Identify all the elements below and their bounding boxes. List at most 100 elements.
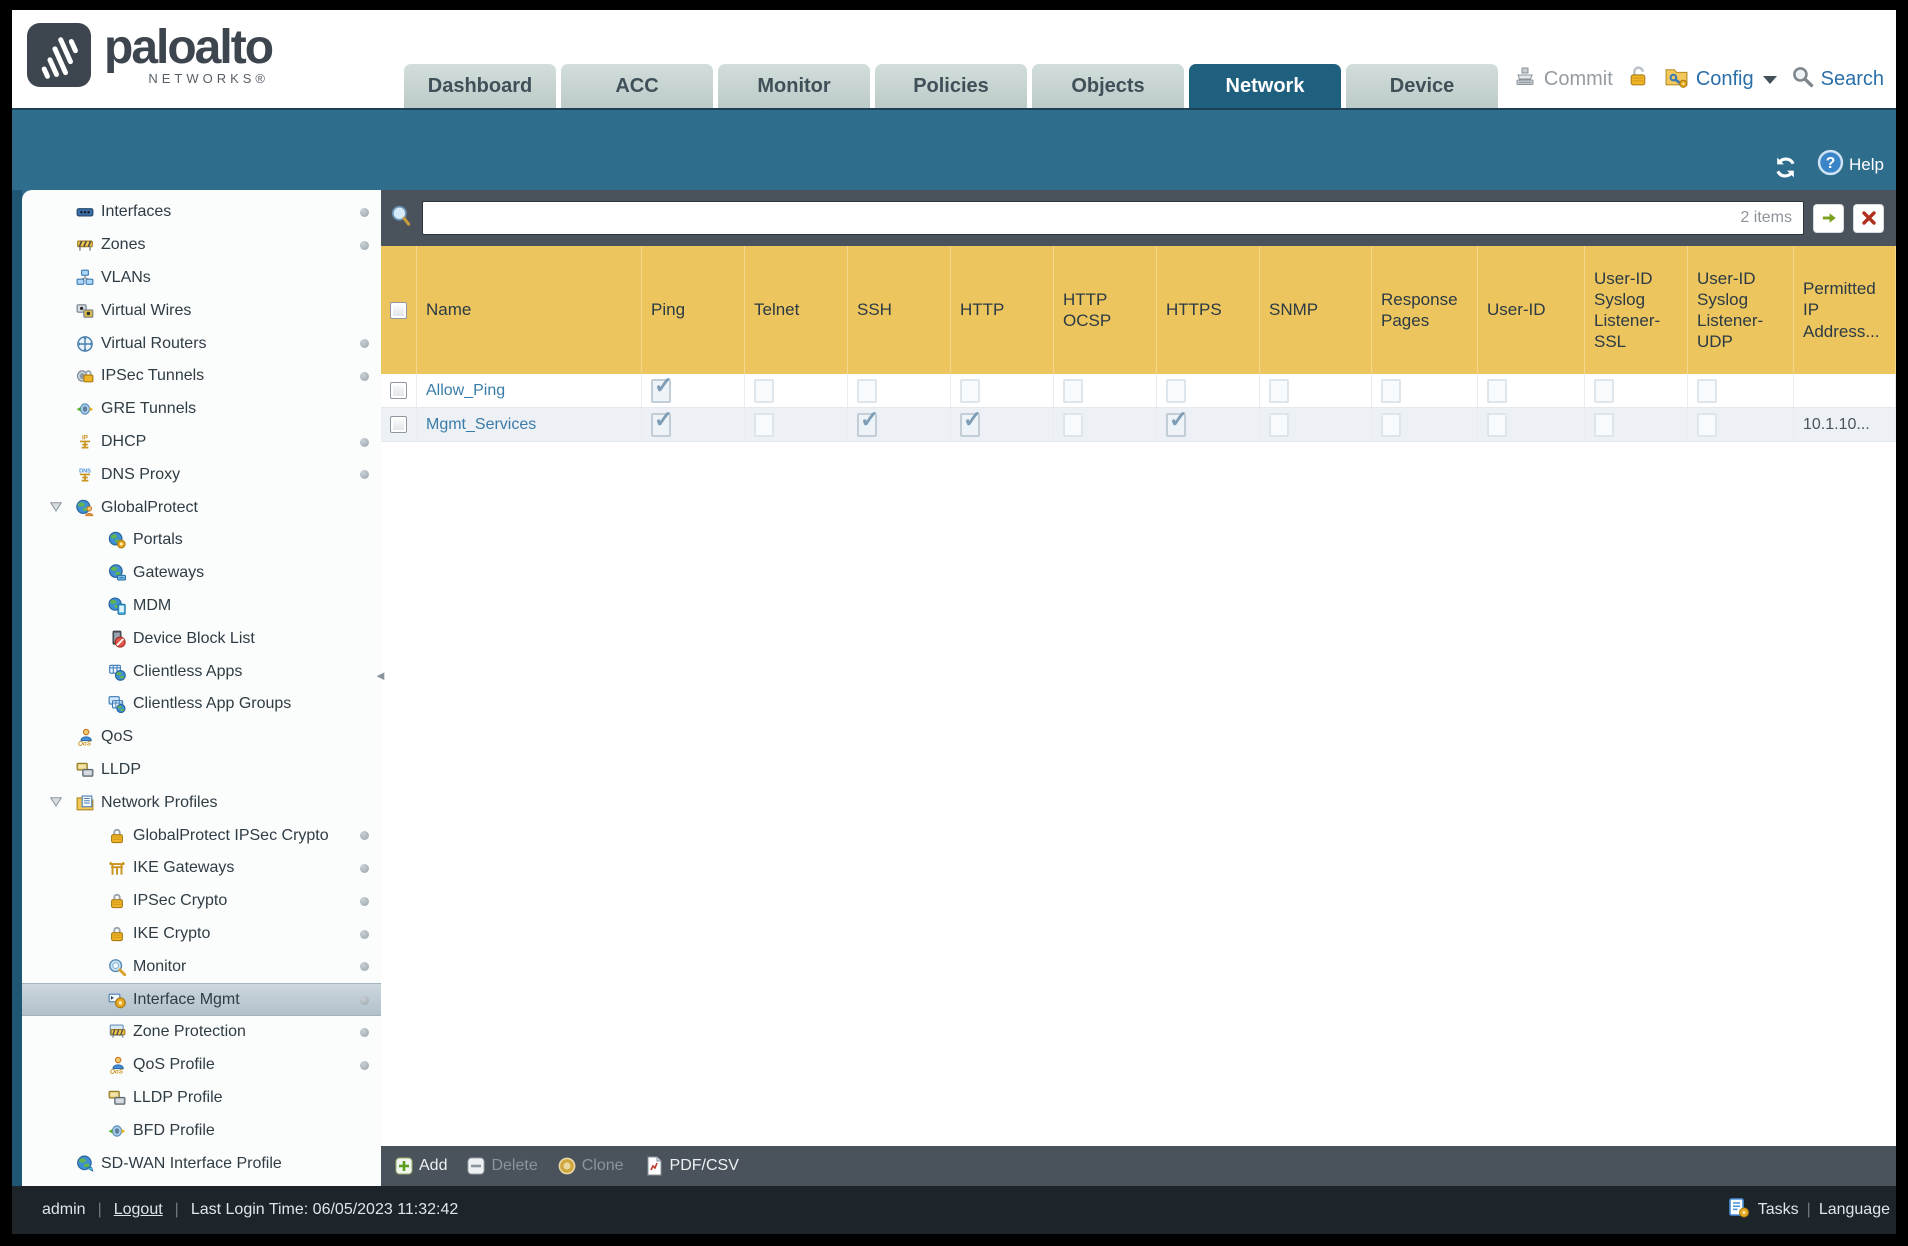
sidebar-item-ipsec-crypto[interactable]: IPSec Crypto	[22, 885, 381, 918]
user_id_syslog_listener_ssl-checkbox[interactable]	[1594, 378, 1614, 403]
telnet-checkbox[interactable]	[754, 412, 774, 437]
commit-button[interactable]: Commit	[1513, 65, 1613, 95]
select-all-checkbox[interactable]	[390, 301, 407, 319]
ssh-checkbox[interactable]	[857, 408, 879, 437]
column-header-user-id-syslog-listener-udp[interactable]: User-ID Syslog Listener-UDP	[1688, 246, 1794, 374]
user_id_syslog_listener_ssl-checkbox[interactable]	[1594, 412, 1614, 437]
config-menu-button[interactable]: Config	[1664, 64, 1777, 95]
sidebar-item-interfaces[interactable]: Interfaces	[22, 196, 381, 229]
row-checkbox[interactable]	[390, 382, 407, 399]
sidebar-item-interface-mgmt[interactable]: Interface Mgmt	[22, 983, 381, 1016]
sidebar-item-dhcp[interactable]: IP DHCP	[22, 426, 381, 459]
refresh-button[interactable]	[1772, 154, 1799, 181]
column-header-telnet[interactable]: Telnet	[745, 246, 848, 374]
sidebar-item-zone-protection[interactable]: Zone Protection	[22, 1016, 381, 1049]
tab-acc[interactable]: ACC	[561, 64, 713, 108]
pdf-csv-button[interactable]: PDF/CSV	[644, 1156, 739, 1176]
sidebar-item-gateways[interactable]: Gateways	[22, 557, 381, 590]
expand-arrow-icon[interactable]	[49, 502, 63, 513]
clear-filter-button[interactable]	[1853, 203, 1884, 233]
sidebar-item-clientless-apps[interactable]: Clientless Apps	[22, 655, 381, 688]
sidebar-item-ipsec-tunnels[interactable]: IPSec Tunnels	[22, 360, 381, 393]
sidebar-item-mdm[interactable]: MDM	[22, 590, 381, 623]
sidebar-item-clientless-app-groups[interactable]: Clientless App Groups	[22, 688, 381, 721]
column-header-ping[interactable]: Ping	[642, 246, 745, 374]
expand-arrow-icon[interactable]	[49, 797, 63, 808]
sidebar-item-monitor[interactable]: Monitor	[22, 950, 381, 983]
table-row[interactable]: Allow_Ping	[381, 374, 1896, 408]
tab-network[interactable]: Network	[1189, 64, 1341, 108]
sidebar-item-ike-crypto[interactable]: IKE Crypto	[22, 918, 381, 951]
global-search-button[interactable]: Search	[1791, 65, 1884, 94]
sidebar-item-device-block-list[interactable]: Device Block List	[22, 622, 381, 655]
pdf-csv-icon	[644, 1156, 664, 1176]
ping-checkbox[interactable]	[651, 374, 673, 403]
profile-name-link[interactable]: Allow_Ping	[426, 381, 506, 399]
tab-monitor[interactable]: Monitor	[718, 64, 870, 108]
sidebar-item-sd-wan-interface-profile[interactable]: SD-WAN Interface Profile	[22, 1147, 381, 1180]
snmp-checkbox[interactable]	[1269, 378, 1289, 403]
row-checkbox[interactable]	[390, 416, 407, 433]
column-header-response-pages[interactable]: Response Pages	[1372, 246, 1478, 374]
column-header-https[interactable]: HTTPS	[1157, 246, 1260, 374]
user_id-checkbox[interactable]	[1487, 378, 1507, 403]
https-checkbox[interactable]	[1166, 378, 1186, 403]
status-dot	[360, 996, 369, 1006]
user_id_syslog_listener_udp-checkbox[interactable]	[1697, 378, 1717, 403]
sidebar-item-vlans[interactable]: VLANs	[22, 262, 381, 295]
tab-objects[interactable]: Objects	[1032, 64, 1184, 108]
http-checkbox[interactable]	[960, 378, 980, 403]
https-checkbox[interactable]	[1166, 408, 1188, 437]
sidebar-item-globalprotect-ipsec-crypto[interactable]: GlobalProtect IPSec Crypto	[22, 819, 381, 852]
sidebar-item-lldp-profile[interactable]: LLDP Profile	[22, 1082, 381, 1115]
sidebar-item-globalprotect[interactable]: GlobalProtect	[22, 491, 381, 524]
sidebar-item-virtual-wires[interactable]: Virtual Wires	[22, 294, 381, 327]
column-header-user-id[interactable]: User-ID	[1478, 246, 1585, 374]
sidebar-item-bfd-profile[interactable]: BFD Profile	[22, 1114, 381, 1147]
sidebar-item-lldp[interactable]: LLDP	[22, 754, 381, 787]
column-header-http[interactable]: HTTP	[951, 246, 1054, 374]
logout-link[interactable]: Logout	[113, 1201, 163, 1218]
sidebar-item-ike-gateways[interactable]: IKE Gateways	[22, 852, 381, 885]
profile-name-link[interactable]: Mgmt_Services	[426, 415, 537, 433]
lock-status-icon[interactable]	[1627, 65, 1650, 94]
ssh-checkbox[interactable]	[857, 378, 877, 403]
column-header-permitted-ip-address[interactable]: Permitted IP Address...	[1794, 246, 1896, 374]
help-button[interactable]: ? Help	[1817, 149, 1884, 181]
tab-device[interactable]: Device	[1346, 64, 1498, 108]
http-checkbox[interactable]	[960, 408, 982, 437]
tab-policies[interactable]: Policies	[875, 64, 1027, 108]
sidebar-item-virtual-routers[interactable]: Virtual Routers	[22, 327, 381, 360]
telnet-cell	[745, 374, 848, 407]
user_id_syslog_listener_udp-checkbox[interactable]	[1697, 412, 1717, 437]
snmp-checkbox[interactable]	[1269, 412, 1289, 437]
user_id-cell	[1478, 374, 1585, 407]
sidebar-item-gre-tunnels[interactable]: GRE Tunnels	[22, 393, 381, 426]
http_ocsp-checkbox[interactable]	[1063, 378, 1083, 403]
sidebar-collapse-handle[interactable]: ◄	[374, 668, 387, 684]
add-button[interactable]: Add	[395, 1157, 447, 1175]
column-header-ssh[interactable]: SSH	[848, 246, 951, 374]
column-header-user-id-syslog-listener-ssl[interactable]: User-ID Syslog Listener-SSL	[1585, 246, 1688, 374]
response_pages-checkbox[interactable]	[1381, 412, 1401, 437]
sidebar-item-qos[interactable]: QoS QoS	[22, 721, 381, 754]
column-header-name[interactable]: Name	[417, 246, 642, 374]
column-header-http-ocsp[interactable]: HTTP OCSP	[1054, 246, 1157, 374]
sidebar-item-qos-profile[interactable]: QoS QoS Profile	[22, 1049, 381, 1082]
language-button[interactable]: Language	[1818, 1201, 1890, 1218]
response_pages-checkbox[interactable]	[1381, 378, 1401, 403]
sidebar-item-zones[interactable]: Zones	[22, 229, 381, 262]
ping-checkbox[interactable]	[651, 408, 673, 437]
user_id-checkbox[interactable]	[1487, 412, 1507, 437]
table-row[interactable]: Mgmt_Services 10.1.10...	[381, 408, 1896, 442]
tab-dashboard[interactable]: Dashboard	[404, 64, 556, 108]
sidebar-item-dns-proxy[interactable]: DNS DNS Proxy	[22, 458, 381, 491]
telnet-checkbox[interactable]	[754, 378, 774, 403]
tasks-button[interactable]: Tasks	[1757, 1201, 1799, 1218]
column-header-snmp[interactable]: SNMP	[1260, 246, 1372, 374]
sidebar-item-portals[interactable]: Portals	[22, 524, 381, 557]
sidebar-item-network-profiles[interactable]: Network Profiles	[22, 786, 381, 819]
filter-input[interactable]	[422, 201, 1804, 235]
http_ocsp-checkbox[interactable]	[1063, 412, 1083, 437]
apply-filter-button[interactable]	[1813, 203, 1844, 233]
